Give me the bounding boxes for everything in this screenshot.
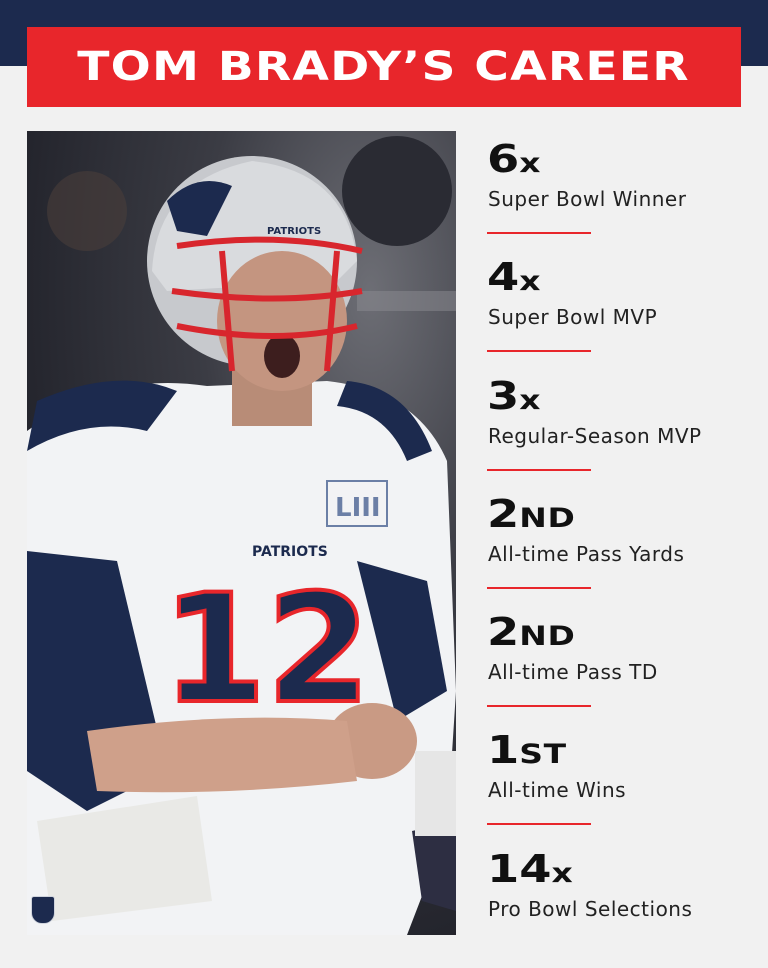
player-photo: 12 PATRIOTS LIII PATRIOTS [27, 131, 456, 935]
stat-divider [487, 468, 591, 471]
stat-label: Super Bowl MVP [488, 305, 658, 330]
stat-item: 14x Pro Bowl Selections [487, 850, 747, 968]
stat-divider [487, 586, 591, 589]
stat-divider [487, 823, 591, 826]
stat-label: Regular-Season MVP [488, 423, 702, 448]
chest-wordmark: PATRIOTS [252, 544, 328, 560]
stat-divider [487, 705, 591, 708]
stat-value: 3x [487, 373, 542, 418]
nfl-shield-icon [31, 896, 55, 924]
stat-label: All-time Pass Yards [488, 541, 685, 566]
page-title: TOM BRADY’S CAREER [77, 44, 691, 90]
stats-list: 6x Super Bowl Winner 4x Super Bowl MVP 3… [487, 140, 747, 968]
stat-value: 1ST [487, 728, 567, 773]
stat-label: All-time Pass TD [488, 660, 658, 685]
stat-item: 6x Super Bowl Winner [487, 140, 747, 258]
title-banner: TOM BRADY’S CAREER [27, 27, 741, 107]
jersey-number: 12 [162, 563, 371, 737]
stat-value: 6x [487, 137, 542, 181]
stat-item: 3x Regular-Season MVP [487, 377, 747, 495]
stat-label: Pro Bowl Selections [488, 896, 693, 921]
stat-item: 2ND All-time Pass TD [487, 613, 747, 731]
stat-value: 4x [487, 255, 542, 300]
stat-value: 2ND [487, 491, 576, 536]
player-illustration: 12 PATRIOTS LIII PATRIOTS [27, 136, 456, 935]
stat-divider [487, 232, 591, 234]
stat-item: 1ST All-time Wins [487, 731, 747, 849]
stat-label: All-time Wins [488, 778, 627, 803]
stat-divider [487, 350, 591, 353]
stat-item: 4x Super Bowl MVP [487, 258, 747, 376]
stat-item: 2ND All-time Pass Yards [487, 495, 747, 613]
stat-value: 2ND [487, 610, 576, 655]
helmet-wordmark: PATRIOTS [267, 226, 321, 237]
stat-value: 14x [487, 846, 574, 891]
stat-label: Super Bowl Winner [488, 187, 687, 211]
super-bowl-patch: LIII [335, 493, 381, 523]
